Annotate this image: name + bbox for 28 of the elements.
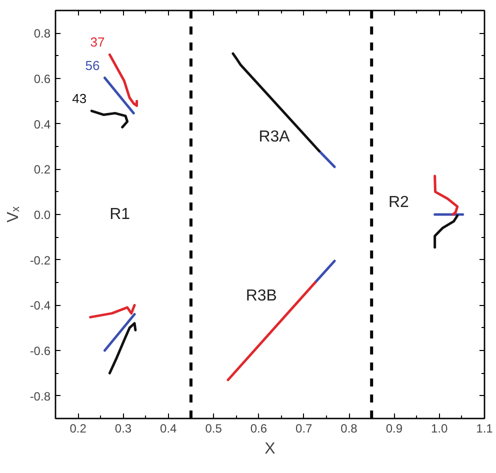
y-tick-label: 0.8 [34, 26, 51, 41]
x-tick-label: 0.4 [160, 422, 178, 436]
annotation: R3B [246, 288, 277, 305]
y-tick-label: 0.2 [34, 162, 51, 177]
x-tick-label: 0.2 [70, 422, 87, 436]
x-tick-label: 0.5 [205, 422, 222, 436]
x-tick-label: 1.0 [431, 422, 448, 436]
y-tick-label: 0.0 [34, 208, 51, 222]
x-axis-title: X [264, 440, 276, 458]
x-tick-label: 1.1 [476, 422, 494, 436]
series-label: 37 [90, 34, 105, 50]
series-label: 56 [85, 58, 100, 73]
annotation: R2 [388, 194, 410, 211]
y-tick-label: 0.4 [34, 117, 51, 132]
series-label: 43 [72, 90, 87, 106]
annotation: R3A [258, 128, 290, 146]
x-tick-label: 0.9 [386, 422, 403, 436]
annotation: R1 [110, 206, 130, 223]
y-tick-label: 0.6 [34, 72, 51, 86]
x-tick-label: 0.6 [250, 422, 268, 436]
y-axis-title: Vₓ [4, 206, 22, 222]
y-tick-label: -0.2 [30, 253, 51, 268]
x-tick-label: 0.7 [296, 422, 313, 436]
x-tick-label: 0.8 [340, 422, 358, 436]
y-tick-label: -0.6 [30, 344, 51, 358]
y-tick-label: -0.8 [30, 389, 51, 404]
x-tick-label: 0.3 [114, 422, 132, 436]
y-tick-label: -0.4 [30, 298, 51, 313]
